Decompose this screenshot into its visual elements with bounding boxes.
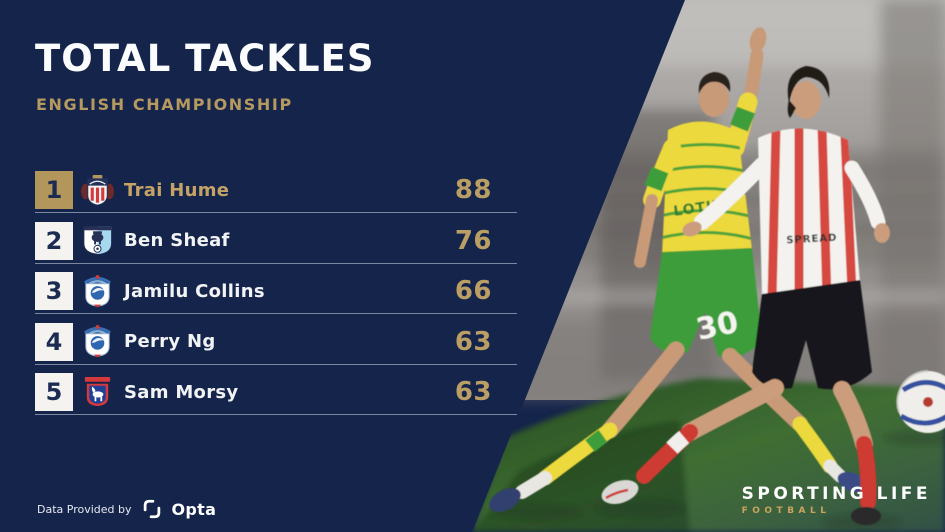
row-divider	[35, 212, 517, 213]
tackles-value: 88	[454, 175, 492, 205]
coventry-crest-icon	[82, 226, 112, 255]
sporting-life-branding: SPORTING LIFE FOOTBALL	[742, 486, 931, 516]
tackles-value: 63	[454, 326, 492, 357]
club-crest	[79, 323, 115, 361]
rank-number: 5	[45, 378, 63, 407]
leaderboard-row: 3	[35, 272, 517, 323]
player-name: Jamilu Collins	[124, 280, 265, 302]
rank-number: 4	[45, 327, 63, 356]
data-provided-label: Data Provided by	[37, 502, 132, 516]
leaderboard-row: 1	[35, 171, 517, 222]
leaderboard-rows: 1	[35, 171, 517, 424]
leaderboard-row: 5	[35, 373, 517, 424]
match-photo-illustration: LOTUS 30	[472, 0, 945, 532]
football	[896, 370, 945, 433]
cardiff-crest-icon	[83, 274, 111, 308]
stadium-background	[472, 0, 945, 400]
rank-badge: 4	[35, 322, 73, 361]
sporting-life-division: FOOTBALL	[741, 506, 831, 516]
page-title: TOTAL TACKLES	[35, 37, 375, 80]
sunderland-sponsor-text: SPREAD	[786, 233, 838, 247]
norwich-player: LOTUS 30	[489, 27, 867, 512]
rank-badge: 1	[35, 171, 73, 209]
cardiff-crest-icon	[83, 325, 111, 358]
club-crest	[79, 373, 115, 411]
rank-badge: 5	[35, 373, 73, 412]
row-divider	[35, 313, 517, 315]
rank-number: 1	[45, 176, 63, 204]
club-crest	[79, 272, 115, 310]
norwich-shorts-number: 30	[693, 305, 741, 348]
leaderboard: 1	[35, 171, 517, 424]
player-name: Ben Sheaf	[124, 230, 230, 252]
sunderland-crest-icon	[80, 174, 114, 206]
opta-logo-icon	[143, 499, 160, 519]
row-divider	[35, 414, 517, 416]
player-name: Perry Ng	[124, 331, 216, 353]
sunderland-player: SPREAD	[601, 66, 890, 525]
rank-badge: 3	[35, 272, 73, 311]
row-divider	[35, 262, 517, 264]
tackles-value: 63	[454, 377, 492, 408]
player-name: Trai Hume	[124, 179, 230, 201]
rank-badge: 2	[35, 221, 73, 260]
leaderboard-row: 4	[35, 322, 517, 374]
leaderboard-row: 2	[35, 221, 517, 273]
club-crest	[79, 171, 115, 209]
club-crest	[79, 222, 115, 260]
sporting-life-wordmark: SPORTING LIFE	[741, 484, 931, 504]
data-attribution: Data Provided by Opta	[37, 498, 216, 520]
page-subtitle: ENGLISH CHAMPIONSHIP	[36, 95, 293, 114]
rank-number: 3	[45, 277, 63, 306]
rank-number: 2	[45, 226, 63, 255]
shadows	[498, 431, 945, 530]
opta-wordmark: Opta	[171, 499, 217, 519]
player-name: Sam Morsy	[124, 381, 239, 403]
tackles-value: 66	[454, 276, 492, 307]
tackles-value: 76	[454, 225, 492, 256]
row-divider	[35, 363, 517, 365]
ipswich-crest-icon	[84, 376, 110, 406]
